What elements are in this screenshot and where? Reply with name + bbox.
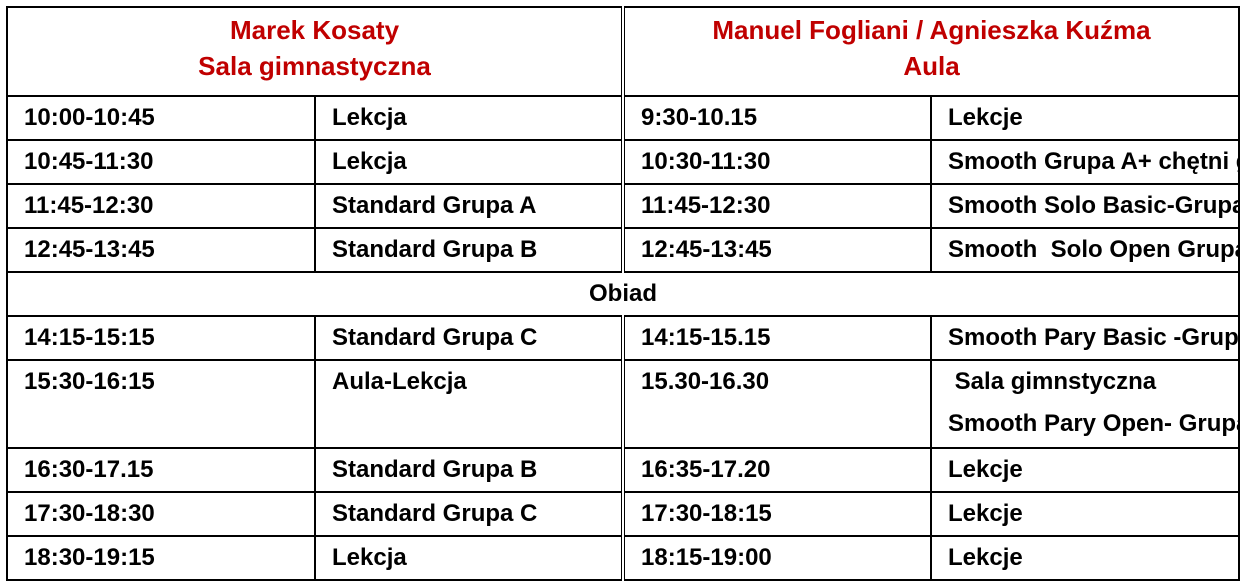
right-time: 15.30-16.30 xyxy=(621,359,932,449)
right-activity: Smooth Pary Basic -Grupa B xyxy=(930,315,1240,361)
right-activity: Smooth Grupa A+ chętni gr.B xyxy=(930,139,1240,185)
left-time: 10:45-11:30 xyxy=(6,139,316,185)
right-time: 9:30-10.15 xyxy=(621,95,932,141)
schedule-table: Marek Kosaty Sala gimnastyczna Manuel Fo… xyxy=(6,6,1240,581)
lunch-label: Obiad xyxy=(6,271,1240,317)
instructor-name-right: Manuel Fogliani / Agnieszka Kuźma xyxy=(712,15,1151,45)
right-time: 18:15-19:00 xyxy=(621,535,932,581)
left-activity: Lekcja xyxy=(314,535,624,581)
header-row: Marek Kosaty Sala gimnastyczna Manuel Fo… xyxy=(6,6,1240,97)
left-time: 17:30-18:30 xyxy=(6,491,316,537)
right-activity-2: Smooth Pary Open- Grupa C xyxy=(948,410,1237,437)
left-activity: Standard Grupa C xyxy=(314,491,624,537)
right-time: 14:15-15.15 xyxy=(621,315,932,361)
left-time: 11:45-12:30 xyxy=(6,183,316,229)
right-time: 12:45-13:45 xyxy=(621,227,932,273)
room-left: Sala gimnastyczna xyxy=(198,51,431,81)
right-activity: Sala gimnstyczna xyxy=(948,368,1157,395)
header-right: Manuel Fogliani / Agnieszka Kuźma Aula xyxy=(621,6,1240,97)
table-row: 11:45-12:30 Standard Grupa A 11:45-12:30… xyxy=(6,183,1240,229)
table-row: 12:45-13:45 Standard Grupa B 12:45-13:45… xyxy=(6,227,1240,273)
left-activity: Standard Grupa B xyxy=(314,447,624,493)
right-time: 10:30-11:30 xyxy=(621,139,932,185)
right-activity: Lekcje xyxy=(930,95,1240,141)
left-time: 12:45-13:45 xyxy=(6,227,316,273)
table-row: 18:30-19:15 Lekcja 18:15-19:00 Lekcje xyxy=(6,535,1240,581)
left-activity: Standard Grupa C xyxy=(314,315,624,361)
right-activity: Lekcje xyxy=(930,491,1240,537)
instructor-name-left: Marek Kosaty xyxy=(229,15,400,45)
right-activity: Lekcje xyxy=(930,447,1240,493)
left-time: 18:30-19:15 xyxy=(6,535,316,581)
left-activity: Standard Grupa B xyxy=(314,227,624,273)
right-activity: Smooth Solo Open Grupa C xyxy=(930,227,1240,273)
table-row: 16:30-17.15 Standard Grupa B 16:35-17.20… xyxy=(6,447,1240,493)
header-left: Marek Kosaty Sala gimnastyczna xyxy=(6,6,624,97)
left-activity: Lekcja xyxy=(314,139,624,185)
left-activity: Lekcja xyxy=(314,95,624,141)
table-row: 15:30-16:15 Aula-Lekcja 15.30-16.30 Sala… xyxy=(6,359,1240,449)
table-row: 10:00-10:45 Lekcja 9:30-10.15 Lekcje xyxy=(6,95,1240,141)
right-time: 16:35-17.20 xyxy=(621,447,932,493)
lunch-row: Obiad xyxy=(6,271,1240,317)
room-right: Aula xyxy=(903,51,960,81)
table-row: 14:15-15:15 Standard Grupa C 14:15-15.15… xyxy=(6,315,1240,361)
left-time: 15:30-16:15 xyxy=(6,359,316,449)
left-activity: Standard Grupa A xyxy=(314,183,624,229)
right-activity: Lekcje xyxy=(930,535,1240,581)
right-activity-cell: Sala gimnstyczna Smooth Pary Open- Grupa… xyxy=(930,359,1240,449)
right-time: 17:30-18:15 xyxy=(621,491,932,537)
left-time: 10:00-10:45 xyxy=(6,95,316,141)
right-time: 11:45-12:30 xyxy=(621,183,932,229)
table-row: 10:45-11:30 Lekcja 10:30-11:30 Smooth Gr… xyxy=(6,139,1240,185)
table-row: 17:30-18:30 Standard Grupa C 17:30-18:15… xyxy=(6,491,1240,537)
right-activity: Smooth Solo Basic-Grupa B i C xyxy=(930,183,1240,229)
left-time: 14:15-15:15 xyxy=(6,315,316,361)
left-activity: Aula-Lekcja xyxy=(314,359,624,449)
left-time: 16:30-17.15 xyxy=(6,447,316,493)
